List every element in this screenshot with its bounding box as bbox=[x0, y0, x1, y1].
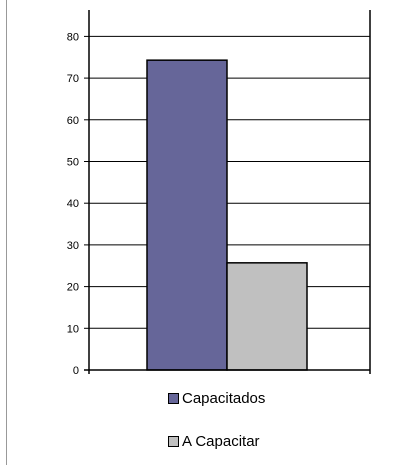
y-tick-label-40: 40 bbox=[67, 198, 79, 210]
y-tick-label-80: 80 bbox=[67, 31, 79, 43]
y-tick-label-30: 30 bbox=[67, 240, 79, 252]
legend-swatch-capacitados bbox=[168, 393, 179, 404]
y-tick-label-60: 60 bbox=[67, 115, 79, 127]
legend-label-a-capacitar: A Capacitar bbox=[182, 433, 260, 450]
legend-item-capacitados: Capacitados bbox=[168, 390, 265, 407]
frame-left-line bbox=[6, 0, 7, 465]
bar-capacitados bbox=[146, 59, 228, 371]
legend-label-capacitados: Capacitados bbox=[182, 390, 266, 407]
bar-a-capacitar bbox=[226, 262, 308, 371]
legend-swatch-a-capacitar bbox=[168, 436, 179, 447]
gridlines bbox=[89, 35, 370, 329]
y-tick-label-50: 50 bbox=[67, 157, 79, 169]
bars bbox=[146, 59, 308, 371]
y-tick-label-10: 10 bbox=[67, 323, 79, 335]
y-tick-label-0: 0 bbox=[73, 365, 79, 377]
legend-item-a-capacitar: A Capacitar bbox=[168, 433, 260, 450]
y-axis-ticks: 0 10 20 30 40 50 60 70 80 bbox=[67, 31, 89, 377]
y-tick-label-70: 70 bbox=[67, 73, 79, 85]
y-tick-label-20: 20 bbox=[67, 282, 79, 294]
